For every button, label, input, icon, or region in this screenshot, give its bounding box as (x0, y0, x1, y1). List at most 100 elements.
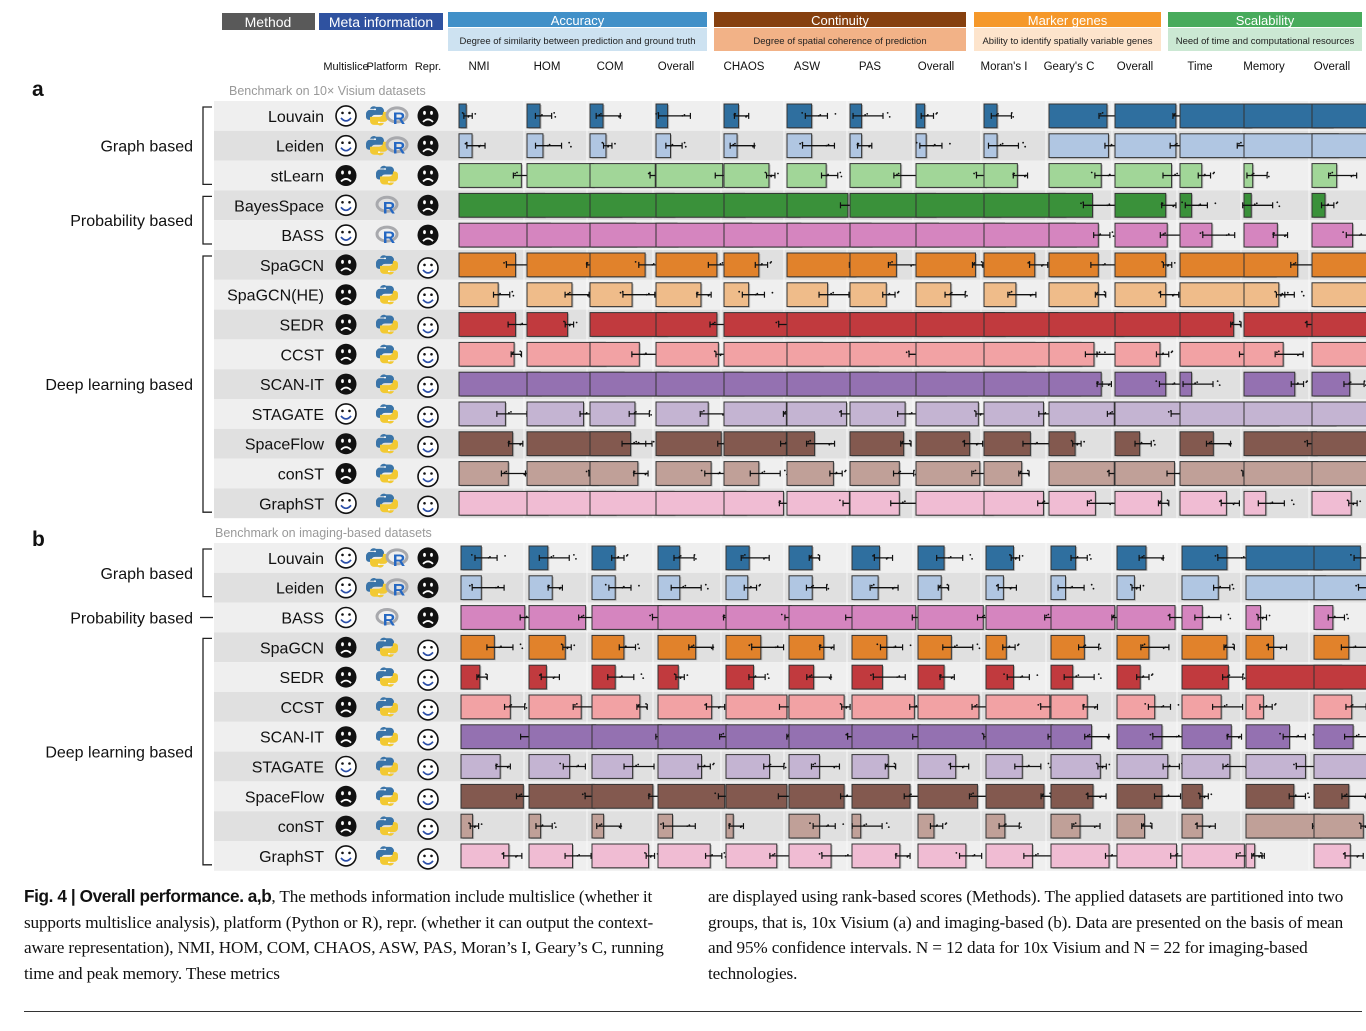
data-point (768, 764, 771, 767)
score-bar (655, 461, 712, 486)
data-point (468, 584, 471, 587)
score-bar (458, 163, 522, 188)
data-point (845, 707, 848, 709)
r-lang-icon: R (375, 608, 399, 630)
method-name: SpaGCN(HE) (227, 288, 324, 305)
data-point (975, 443, 978, 446)
score-bar (1179, 490, 1227, 516)
score-bar (1048, 371, 1102, 397)
category-label: Graph based (100, 566, 193, 583)
data-point (969, 554, 972, 556)
svg-text:R: R (383, 198, 395, 217)
data-point (524, 703, 526, 705)
data-point (1158, 501, 1161, 504)
data-point (1028, 261, 1031, 263)
smiley-icon (417, 669, 439, 691)
method-name: BASS (281, 228, 324, 245)
data-point (893, 586, 896, 589)
score-bar (915, 490, 994, 516)
score-bar (788, 634, 825, 660)
data-point (702, 410, 705, 412)
smiley-icon (335, 606, 357, 629)
data-point (473, 826, 476, 828)
data-point (471, 583, 473, 586)
data-point (763, 558, 765, 560)
method-name: CCST (280, 700, 324, 717)
data-point (809, 556, 812, 558)
score-bar (1243, 282, 1280, 308)
score-bar (723, 163, 770, 188)
method-name: SpaceFlow (245, 437, 325, 454)
data-point (962, 440, 964, 443)
data-point (832, 291, 835, 294)
data-point (620, 675, 623, 677)
data-point (1162, 705, 1165, 707)
data-point (1226, 734, 1229, 737)
data-point (901, 441, 903, 444)
data-point (1001, 142, 1004, 145)
score-bar (1311, 252, 1366, 278)
score-bar (528, 634, 566, 660)
score-bar (725, 843, 778, 869)
data-point (1027, 473, 1030, 476)
method-name: stLearn (271, 169, 324, 186)
data-point (1358, 234, 1361, 237)
group-description: Degree of spatial coherence of predictio… (753, 36, 926, 47)
data-point (981, 732, 984, 735)
data-point (1099, 677, 1102, 679)
data-point (756, 292, 759, 295)
python-icon (376, 404, 398, 424)
data-point (820, 852, 823, 854)
metric-header: PAS (859, 61, 881, 73)
data-point (621, 290, 624, 293)
category-label: Probability based (70, 213, 193, 230)
score-bar (657, 724, 729, 750)
data-point (1142, 584, 1145, 587)
data-point (776, 645, 779, 648)
category-bracket (202, 548, 212, 598)
data-point (1352, 646, 1355, 649)
data-point (566, 647, 569, 650)
data-point (498, 293, 500, 296)
smiley-icon (335, 224, 357, 246)
data-point (662, 822, 665, 824)
data-point (1274, 290, 1277, 293)
data-point (818, 853, 821, 855)
data-point (830, 442, 833, 445)
data-point (1294, 262, 1297, 264)
score-bar (786, 461, 834, 486)
data-point (812, 763, 815, 766)
score-bar (788, 605, 855, 630)
data-point (1176, 142, 1178, 145)
data-point (1239, 324, 1242, 327)
data-point (973, 854, 976, 856)
method-name: Leiden (276, 139, 324, 156)
data-point (1129, 583, 1132, 586)
data-point (509, 705, 511, 707)
score-bar (591, 724, 663, 750)
data-point (885, 558, 888, 560)
data-point (601, 141, 604, 144)
metric-header: Overall (918, 61, 954, 73)
score-bar (983, 163, 1018, 188)
data-point (1112, 615, 1115, 618)
group-description: Ability to identify spatially variable g… (982, 36, 1152, 47)
python-icon (376, 756, 398, 777)
score-bar (1311, 133, 1366, 159)
score-bar (917, 843, 967, 869)
smiley-icon (335, 576, 357, 599)
data-point (1088, 500, 1091, 503)
data-point (1252, 172, 1255, 175)
data-point (1043, 413, 1046, 415)
data-point (1177, 734, 1180, 737)
data-point (1342, 231, 1345, 234)
data-point (764, 171, 767, 174)
data-point (838, 411, 841, 413)
data-point (1358, 822, 1361, 824)
smiley-icon (417, 848, 439, 870)
data-point (618, 826, 621, 828)
data-point (1098, 351, 1101, 354)
data-point (910, 412, 913, 414)
data-point (1174, 173, 1176, 176)
data-point (948, 763, 951, 766)
